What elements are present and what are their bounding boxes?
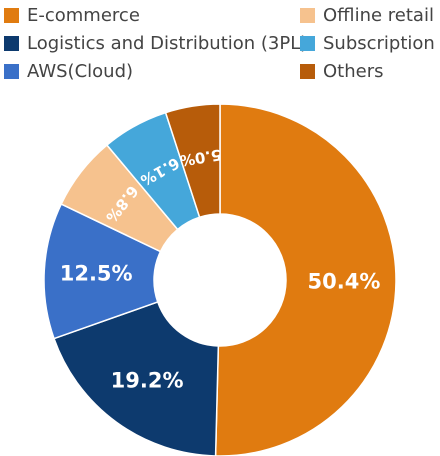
legend-item-e-commerce: E-commerce (4, 2, 140, 28)
legend-swatch-others (300, 63, 315, 79)
legend: E-commerce Logistics and Distribution (3… (0, 0, 440, 90)
legend-swatch-e-commerce (4, 7, 19, 23)
slice-logistics-and-distribution-3pl (53, 301, 220, 456)
legend-label-e-commerce: E-commerce (27, 4, 140, 26)
legend-swatch-offline-retail (300, 7, 315, 23)
legend-label-aws: AWS(Cloud) (27, 60, 134, 82)
slice-others (164, 103, 221, 219)
legend-item-logistics: Logistics and Distribution (3PL) (4, 30, 307, 56)
legend-label-others: Others (323, 60, 384, 82)
legend-item-offline-retail: Offline retail (300, 2, 434, 28)
legend-swatch-aws (4, 63, 19, 79)
legend-swatch-subscription (300, 35, 315, 51)
legend-label-offline-retail: Offline retail (323, 4, 434, 26)
slice-label-e-commerce: 50.4% (308, 270, 381, 294)
legend-item-subscription: Subscription (300, 30, 435, 56)
legend-label-subscription: Subscription (323, 32, 435, 54)
legend-label-logistics: Logistics and Distribution (3PL) (27, 32, 308, 54)
slice-label-logistics-and-distribution-3pl: 19.2% (111, 368, 184, 392)
legend-swatch-logistics (4, 35, 19, 51)
legend-item-aws: AWS(Cloud) (4, 58, 133, 84)
slice-e-commerce (214, 103, 397, 456)
slice-label-aws-cloud: 12.5% (60, 261, 133, 285)
legend-item-others: Others (300, 58, 384, 84)
